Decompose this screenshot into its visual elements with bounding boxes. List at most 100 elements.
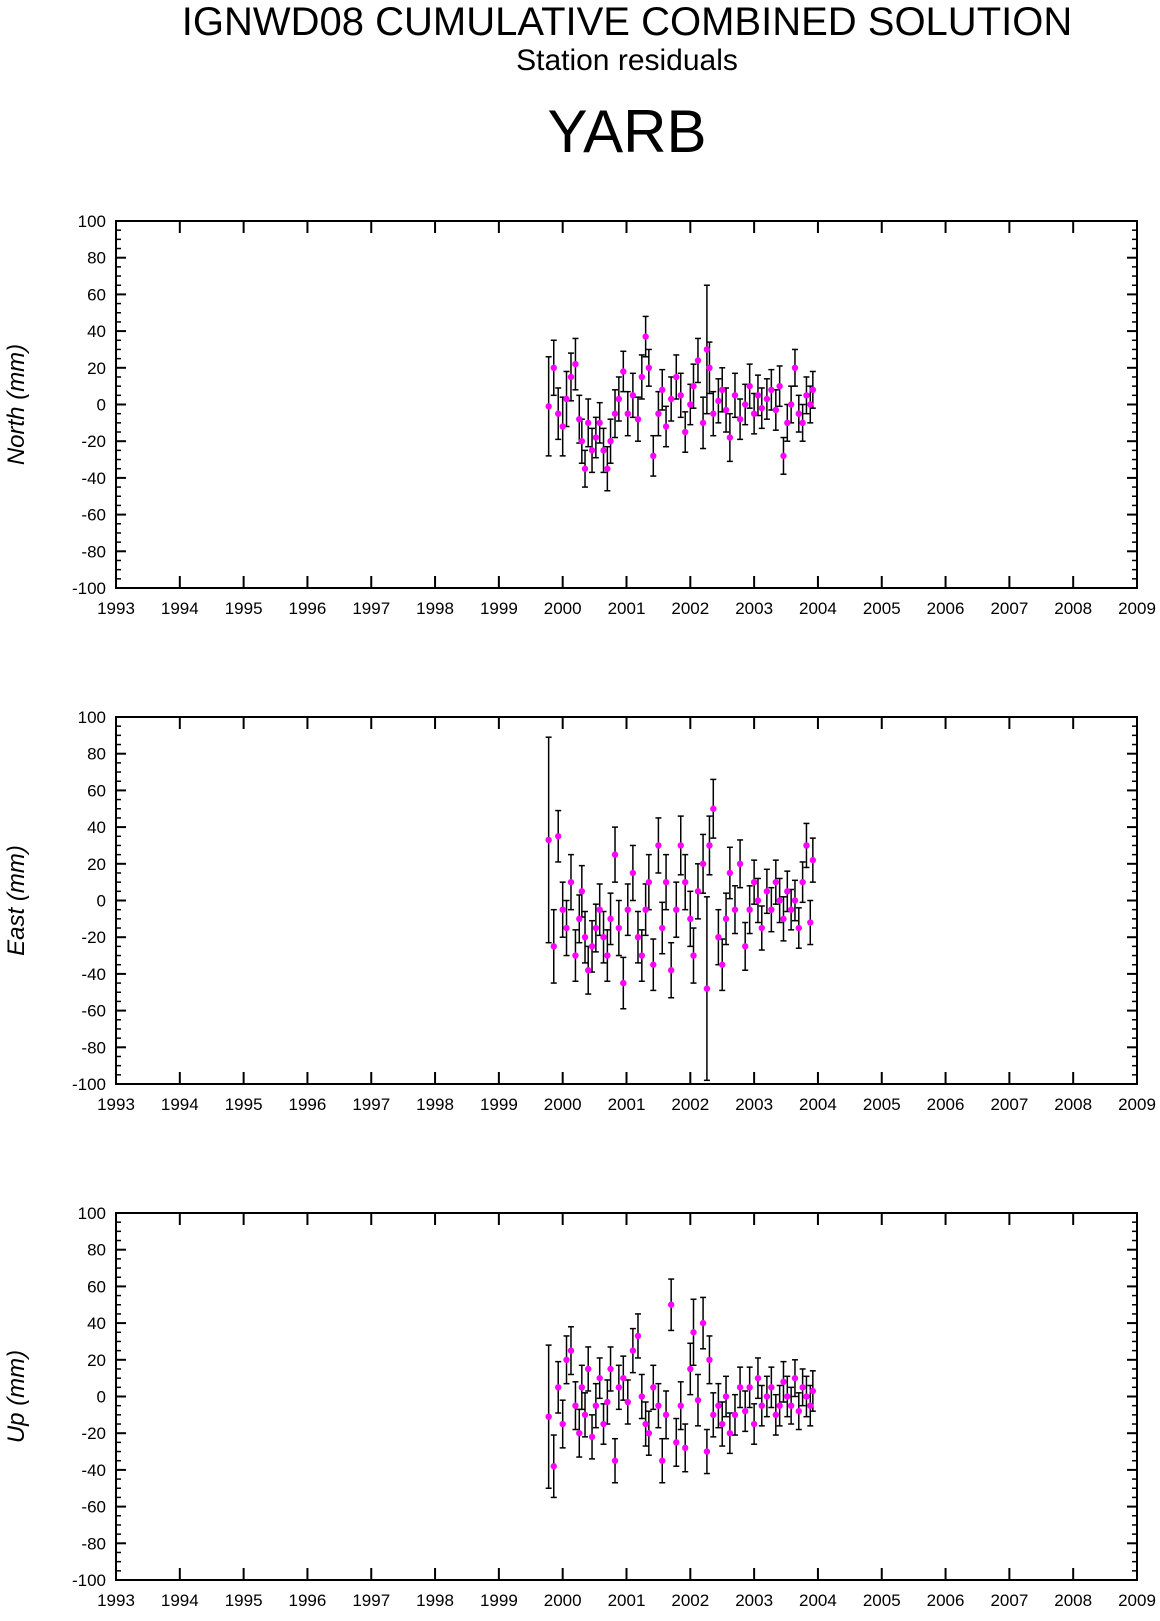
data-point xyxy=(576,1430,583,1437)
data-point xyxy=(600,1420,607,1428)
data-point xyxy=(667,1301,675,1308)
data-point xyxy=(715,934,722,941)
data-point xyxy=(776,897,783,904)
data-point xyxy=(750,1420,758,1428)
data-point xyxy=(763,888,771,895)
y-tick-label: 60 xyxy=(87,781,106,800)
data-point xyxy=(567,1347,575,1354)
x-tick-label: 2001 xyxy=(608,599,646,618)
data-point xyxy=(567,878,575,886)
data-point xyxy=(784,419,791,427)
data-point xyxy=(763,395,771,403)
x-tick-label: 2000 xyxy=(544,1095,582,1114)
up-axis-label: Up (mm) xyxy=(3,1350,30,1443)
x-tick-label: 2002 xyxy=(671,1095,709,1114)
data-point xyxy=(694,357,702,364)
x-tick-label: 1995 xyxy=(225,599,263,618)
x-tick-label: 1999 xyxy=(480,1591,518,1610)
data-point xyxy=(758,924,765,932)
data-point xyxy=(754,392,762,399)
x-tick-label: 1999 xyxy=(480,599,518,618)
y-tick-label: 0 xyxy=(97,1388,106,1407)
x-tick-label: 1997 xyxy=(352,1095,390,1114)
data-point xyxy=(750,410,758,417)
data-point xyxy=(629,392,637,399)
data-point xyxy=(645,364,653,371)
main-title: IGNWD08 CUMULATIVE COMBINED SOLUTION xyxy=(182,0,1072,44)
data-point xyxy=(780,915,787,923)
y-tick-label: -40 xyxy=(81,1461,106,1480)
x-tick-label: 2009 xyxy=(1118,599,1156,618)
y-tick-label: -100 xyxy=(72,1571,106,1590)
x-tick-label: 2001 xyxy=(608,1095,646,1114)
data-point xyxy=(741,1407,749,1415)
y-tick-label: 100 xyxy=(78,1204,106,1223)
data-point xyxy=(615,924,623,932)
data-point xyxy=(750,878,758,886)
data-point xyxy=(803,842,810,849)
y-tick-label: 80 xyxy=(87,249,106,268)
data-point xyxy=(719,386,726,394)
data-point xyxy=(780,452,787,460)
data-point xyxy=(555,410,562,417)
data-point xyxy=(690,952,697,959)
data-point xyxy=(585,1365,592,1373)
data-point xyxy=(615,1384,623,1391)
data-point xyxy=(772,406,780,414)
data-point xyxy=(604,952,611,959)
data-point xyxy=(682,878,689,886)
data-point xyxy=(690,382,697,390)
data-point xyxy=(600,934,607,941)
x-tick-label: 2007 xyxy=(990,599,1028,618)
data-point xyxy=(719,961,726,968)
data-point xyxy=(650,452,657,460)
data-point xyxy=(572,952,579,959)
y-tick-label: -40 xyxy=(81,469,106,488)
subtitle: Station residuals xyxy=(516,44,738,77)
data-point xyxy=(563,924,570,932)
x-tick-label: 1997 xyxy=(352,599,390,618)
data-point xyxy=(642,906,649,913)
x-tick-label: 1999 xyxy=(480,1095,518,1114)
data-point xyxy=(736,1384,744,1391)
data-point xyxy=(634,1332,642,1340)
data-point xyxy=(581,465,589,472)
y-tick-label: -80 xyxy=(81,542,106,561)
data-point xyxy=(736,860,744,867)
x-tick-label: 1998 xyxy=(416,1591,454,1610)
x-tick-label: 2004 xyxy=(799,599,837,618)
data-point xyxy=(559,906,566,913)
east-panel: East (mm) 1993 1994 1995 1996 1997 1998 1999 20… xyxy=(3,708,1156,1114)
data-point xyxy=(768,1384,775,1391)
station-name: YARB xyxy=(548,98,707,165)
data-point xyxy=(746,1384,753,1391)
data-point xyxy=(596,906,603,913)
x-tick-label: 2003 xyxy=(735,599,773,618)
data-point xyxy=(550,1463,557,1470)
data-point xyxy=(736,415,744,423)
y-tick-label: -40 xyxy=(81,965,106,984)
data-point xyxy=(563,395,570,403)
data-point xyxy=(715,1402,722,1409)
data-point xyxy=(809,1387,817,1395)
x-tick-label: 2002 xyxy=(671,599,709,618)
data-point xyxy=(673,906,680,913)
y-tick-label: 60 xyxy=(87,1277,106,1296)
x-tick-label: 1994 xyxy=(161,599,199,618)
data-point xyxy=(596,419,603,427)
data-point xyxy=(634,415,642,423)
data-point xyxy=(572,360,579,368)
y-tick-label: 0 xyxy=(97,396,106,415)
data-point xyxy=(588,943,596,950)
data-point xyxy=(662,1411,670,1419)
data-point xyxy=(567,373,575,381)
x-tick-label: 1996 xyxy=(289,1591,327,1610)
x-tick-label: 1998 xyxy=(416,1095,454,1114)
data-point xyxy=(741,401,749,408)
data-point xyxy=(578,888,586,895)
data-point xyxy=(768,906,775,913)
data-point xyxy=(772,1411,780,1419)
x-tick-label: 1998 xyxy=(416,599,454,618)
data-point xyxy=(585,967,592,974)
